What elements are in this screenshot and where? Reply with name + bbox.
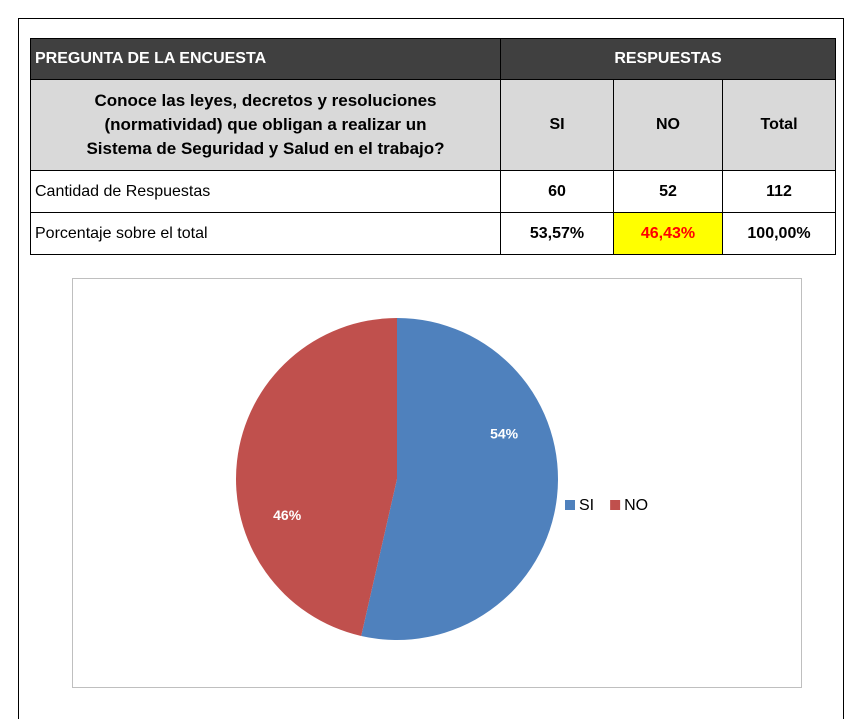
- cell: 60: [500, 170, 614, 213]
- data-row: Cantidad de Respuestas 60 52 112: [30, 170, 836, 213]
- pie-slice: [236, 318, 397, 636]
- data-label: 54%: [490, 425, 519, 441]
- header-cell: PREGUNTA DE LA ENCUESTA: [30, 38, 501, 80]
- legend-swatch: [610, 500, 621, 510]
- pie-slice: [361, 318, 558, 640]
- cell: 53,57%: [500, 212, 614, 255]
- column-header: NO: [613, 79, 723, 171]
- cell: 52: [613, 170, 723, 213]
- page: PREGUNTA DE LA ENCUESTA RESPUESTAS Conoc…: [18, 18, 844, 719]
- survey-table: PREGUNTA DE LA ENCUESTA RESPUESTAS Conoc…: [30, 38, 836, 255]
- legend-swatch: [565, 500, 575, 510]
- legend-label: SI: [579, 497, 594, 514]
- cell: 100,00%: [722, 212, 836, 255]
- row-label: Cantidad de Respuestas: [30, 170, 501, 213]
- chart: 54% 46% SI NO: [72, 278, 802, 688]
- column-header: SI: [500, 79, 614, 171]
- question-line: Sistema de Seguridad y Salud en el traba…: [86, 139, 445, 158]
- header-row: PREGUNTA DE LA ENCUESTA RESPUESTAS: [30, 38, 836, 80]
- legend-label: NO: [624, 497, 648, 514]
- data-row: Porcentaje sobre el total 53,57% 46,43% …: [30, 212, 836, 255]
- frame: [18, 18, 844, 719]
- header-cell: RESPUESTAS: [500, 38, 836, 80]
- data-label: 46%: [273, 507, 302, 523]
- row-label: Porcentaje sobre el total: [30, 212, 501, 255]
- question-row: Conoce las leyes, decretos y resolucione…: [30, 79, 836, 171]
- highlighted-cell: 46,43%: [613, 212, 723, 255]
- question-line: Conoce las leyes, decretos y resolucione…: [94, 91, 437, 110]
- column-header: Total: [722, 79, 836, 171]
- question-cell: Conoce las leyes, decretos y resolucione…: [30, 79, 501, 171]
- question-line: (normatividad) que obligan a realizar un: [104, 115, 427, 134]
- cell: 112: [722, 170, 836, 213]
